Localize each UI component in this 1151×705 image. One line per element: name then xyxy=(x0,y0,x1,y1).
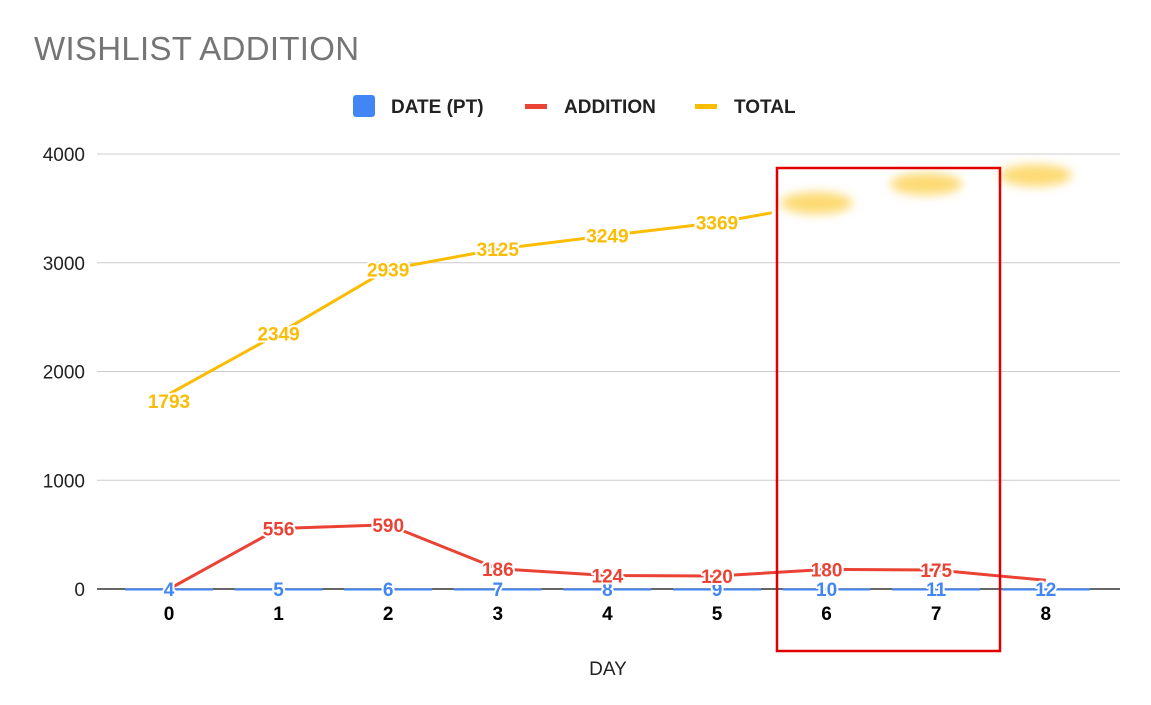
blurred-point xyxy=(999,164,1072,187)
data-label: 3125 xyxy=(477,240,520,261)
data-label: 10 xyxy=(816,580,837,601)
data-label: 186 xyxy=(482,560,514,581)
chart-title: WISHLIST ADDITION xyxy=(34,30,360,67)
data-label: 1793 xyxy=(148,392,190,413)
x-tick-label: 0 xyxy=(164,604,175,625)
x-tick-label: 6 xyxy=(821,604,832,625)
blurred-point xyxy=(890,173,963,196)
blurred-point xyxy=(780,192,853,215)
data-label: 180 xyxy=(811,560,843,581)
x-tick-label: 1 xyxy=(273,604,284,625)
data-label: 124 xyxy=(592,567,624,588)
legend-label-1: ADDITION xyxy=(564,97,656,118)
x-tick-label: 2 xyxy=(383,604,394,625)
x-tick-label: 4 xyxy=(602,604,613,625)
legend-label-2: TOTAL xyxy=(734,97,796,118)
x-tick-label: 7 xyxy=(931,604,942,625)
x-tick-label: 5 xyxy=(712,604,723,625)
data-label: 6 xyxy=(383,580,394,601)
data-label: 9 xyxy=(712,580,723,601)
data-label: 2349 xyxy=(257,325,299,346)
data-label: 11 xyxy=(926,580,947,601)
additionline xyxy=(168,523,1046,591)
data-label: 2939 xyxy=(367,260,409,281)
data-label: 8 xyxy=(602,580,613,601)
data-label: 556 xyxy=(263,520,295,541)
total-line-segment xyxy=(716,211,773,225)
y-tick-label: 1000 xyxy=(43,471,85,492)
data-label: 590 xyxy=(372,516,404,537)
x-axis-title: DAY xyxy=(589,659,627,680)
data-label: 3249 xyxy=(586,227,628,248)
data-label: 12 xyxy=(1035,580,1056,601)
legend-label-0: DATE (PT) xyxy=(391,97,484,118)
y-tick-label: 2000 xyxy=(43,363,85,384)
y-tick-label: 4000 xyxy=(43,145,85,166)
data-label: 4 xyxy=(164,580,175,601)
highlight-box xyxy=(775,166,1002,653)
legend-swatch-2 xyxy=(695,104,717,109)
totalline xyxy=(168,221,718,396)
legend-swatch-0 xyxy=(353,95,375,117)
legend-swatch-1 xyxy=(525,104,547,109)
data-label: 120 xyxy=(701,567,733,588)
data-label: 175 xyxy=(920,561,952,582)
data-label: 7 xyxy=(493,580,504,601)
y-tick-label: 0 xyxy=(74,580,85,601)
data-label: 5 xyxy=(273,580,284,601)
x-tick-label: 3 xyxy=(493,604,504,625)
x-tick-label: 8 xyxy=(1041,604,1052,625)
data-label: 3369 xyxy=(696,214,738,235)
y-tick-label: 3000 xyxy=(43,254,85,275)
